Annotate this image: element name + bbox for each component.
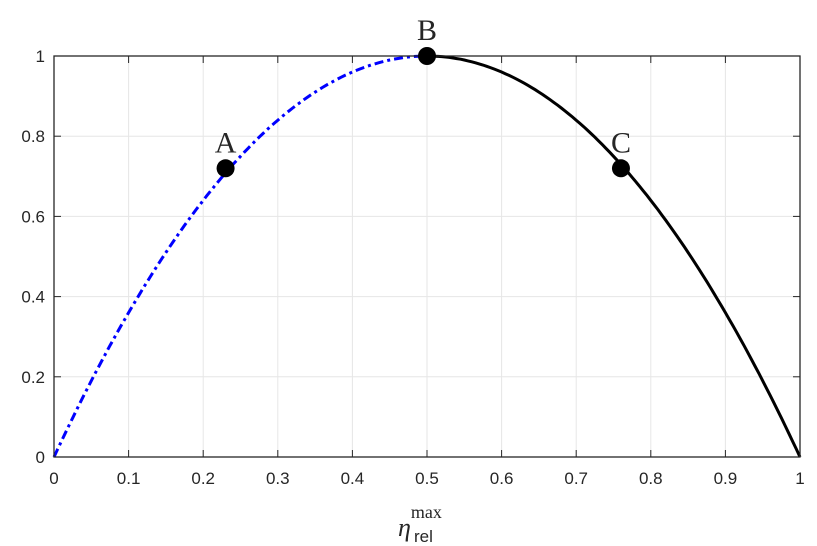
point-label: A xyxy=(215,126,237,159)
x-tick-label: 0.9 xyxy=(714,469,738,488)
x-tick-label: 0.4 xyxy=(341,469,365,488)
point-label: C xyxy=(611,126,631,159)
curves xyxy=(52,54,802,458)
y-tick-label: 0.6 xyxy=(21,207,45,226)
x-tick-label: 0.2 xyxy=(191,469,215,488)
point-marker xyxy=(418,47,436,65)
series-line xyxy=(427,54,802,458)
x-tick-label: 1 xyxy=(795,469,804,488)
y-tick-label: 0 xyxy=(36,448,45,467)
x-tick-label: 0.7 xyxy=(564,469,588,488)
x-tick-label: 0.3 xyxy=(266,469,290,488)
x-tick-label: 0.6 xyxy=(490,469,514,488)
point-marker xyxy=(611,159,630,178)
x-axis-label: ηmax xyxy=(398,502,442,542)
y-tick-label: 1 xyxy=(36,47,45,66)
y-tick-label: 0.2 xyxy=(21,368,45,387)
grid xyxy=(53,55,801,458)
x-tick-label: 0 xyxy=(49,469,58,488)
x-tick-label: 0.5 xyxy=(415,469,439,488)
point-marker xyxy=(216,159,235,178)
tick-labels: 0 0.1 0.2 0.3 0.4 0.5 0.6 0.7 0.8 0.9 1 0 0.2 0.4 0.6 0… xyxy=(21,47,804,488)
points: A B C xyxy=(215,14,631,178)
x-axis-label-subscript: rel xyxy=(414,527,433,546)
y-tick-label: 0.8 xyxy=(21,127,45,146)
series-line xyxy=(52,54,427,458)
point-label: B xyxy=(417,14,437,47)
x-tick-label: 0.8 xyxy=(639,469,663,488)
x-tick-label: 0.1 xyxy=(117,469,141,488)
y-tick-label: 0.4 xyxy=(21,288,45,307)
